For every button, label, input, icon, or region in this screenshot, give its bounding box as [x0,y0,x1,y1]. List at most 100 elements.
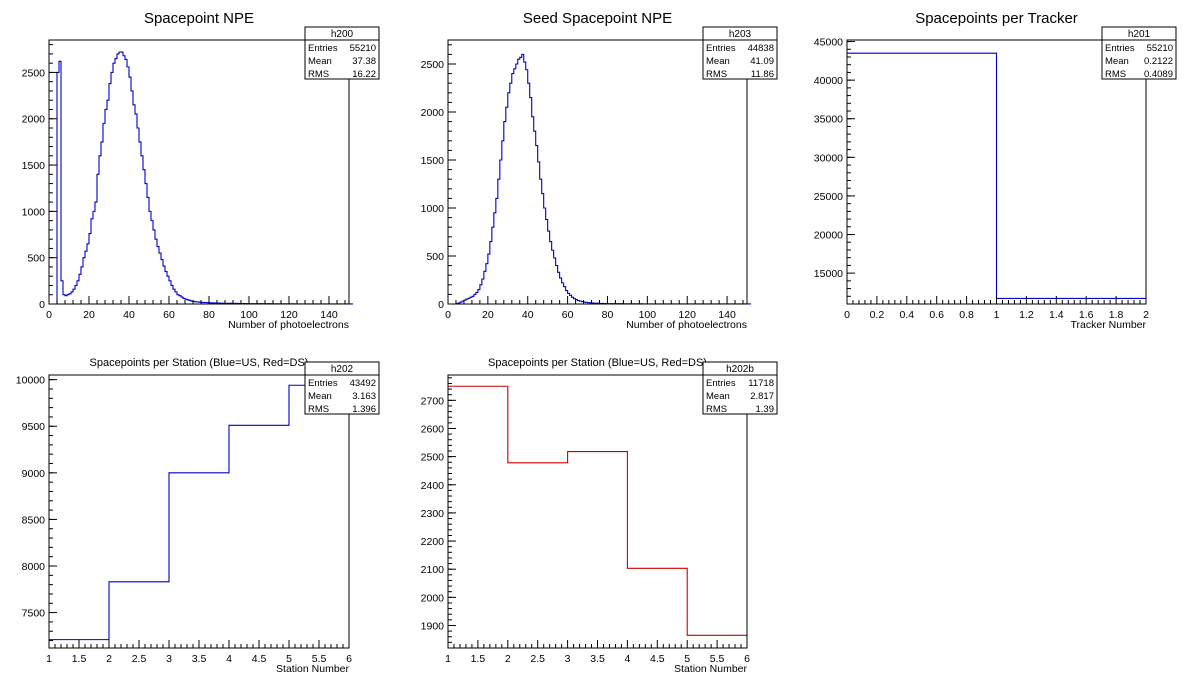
stats-label: Mean [1105,56,1129,67]
y-tick-label: 7500 [22,608,46,620]
stats-value: 41.09 [750,56,774,67]
histogram-series [49,384,349,641]
stats-label: RMS [1105,69,1126,80]
y-tick-label: 0 [438,299,444,311]
stats-box-frame [702,26,778,80]
y-tick-label: 2500 [421,452,445,464]
x-tick-label: 5.5 [710,653,725,665]
x-tick-label: 1 [46,653,52,665]
y-tick-label: 1000 [421,203,445,215]
stats-value: 3.163 [352,391,376,402]
stats-value: 37.38 [352,56,376,67]
x-tick-label: 0 [46,309,52,321]
histogram-panel-5: Spacepoints per Station (Blue=US, Red=DS… [421,357,778,675]
x-tick-label: 4 [226,653,232,665]
y-tick-label: 45000 [814,37,843,49]
y-tick-label: 1500 [421,155,445,167]
x-tick-label: 80 [602,309,614,321]
chart-title: Spacepoints per Station (Blue=US, Red=DS… [488,357,707,369]
x-tick-label: 6 [346,653,352,665]
x-tick-label: 1.4 [1049,309,1064,321]
y-tick-label: 8500 [22,514,46,526]
stats-box: h203 Entries 44838 Mean 41.09 RMS 11.86 [702,26,778,80]
x-tick-label: 1.8 [1109,309,1124,321]
histogram-panel-2: Seed Spacepoint NPE 0 20 40 60 80 100 120 140 0 50… [421,10,778,331]
stats-value: 11.86 [751,69,774,80]
x-tick-label: 1.5 [72,653,87,665]
stats-box: h201 Entries 55210 Mean 0.2122 RMS 0.4089 [1101,26,1177,80]
x-tick-label: 3.5 [590,653,605,665]
y-tick-label: 2200 [421,536,445,548]
x-tick-label: 1.2 [1019,309,1034,321]
y-tick-label: 0 [39,299,45,311]
stats-name: h203 [729,29,752,40]
plot-frame [447,374,748,649]
stats-name: h202 [331,364,354,375]
y-tick-label: 2600 [421,423,445,435]
stats-value: 1.39 [756,404,775,415]
y-tick-label: 2100 [421,564,445,576]
y-tick-label: 2000 [421,592,445,604]
stats-box-frame [304,361,380,415]
stats-box: h200 Entries 55210 Mean 37.38 RMS 16.22 [304,26,380,80]
x-tick-label: 3.5 [192,653,207,665]
stats-box: h202 Entries 43492 Mean 3.163 RMS 1.396 [304,361,380,415]
y-tick-label: 30000 [814,152,843,164]
stats-label: Entries [706,378,736,389]
y-tick-label: 2500 [421,59,445,71]
stats-value: 44838 [748,43,774,54]
x-tick-label: 120 [280,309,298,321]
x-tick-label: 3 [565,653,571,665]
y-tick-label: 2700 [421,395,445,407]
x-tick-label: 80 [203,309,215,321]
x-tick-label: 60 [163,309,175,321]
x-tick-label: 2 [106,653,112,665]
histogram-series [847,52,1146,300]
x-tick-label: 0.8 [959,309,974,321]
stats-label: Entries [308,378,338,389]
x-axis-label: Tracker Number [1071,319,1147,331]
x-axis-label: Station Number [276,663,349,675]
x-tick-label: 0 [844,309,850,321]
y-tick-label: 1000 [22,206,46,218]
x-tick-label: 1 [445,653,451,665]
stats-box-frame [304,26,380,80]
x-axis-label: Number of photoelectrons [626,319,747,331]
plot-frame [48,374,350,649]
stats-name: h202b [726,364,754,375]
x-tick-label: 140 [718,309,736,321]
x-tick-label: 2 [1143,309,1149,321]
y-tick-label: 2400 [421,480,445,492]
x-tick-label: 0.6 [929,309,944,321]
y-tick-label: 2500 [22,67,46,79]
chart-title: Spacepoints per Tracker [915,10,1078,27]
stats-label: Mean [706,391,730,402]
x-tick-label: 4 [624,653,630,665]
x-tick-label: 6 [744,653,750,665]
stats-value: 0.4089 [1144,69,1173,80]
y-tick-label: 35000 [814,114,843,126]
x-tick-label: 100 [240,309,258,321]
stats-label: RMS [706,404,727,415]
stats-name: h201 [1128,29,1151,40]
plot-frame [447,39,748,305]
histogram-series [49,51,353,305]
chart-title: Spacepoints per Station (Blue=US, Red=DS… [90,357,309,369]
stats-label: Entries [706,43,736,54]
y-tick-label: 20000 [814,230,843,242]
x-tick-label: 1.5 [471,653,486,665]
y-tick-label: 15000 [814,268,843,280]
y-tick-label: 500 [27,253,45,265]
x-tick-label: 5 [684,653,690,665]
x-tick-label: 4.5 [650,653,665,665]
x-tick-label: 3 [166,653,172,665]
stats-box-frame [1101,26,1177,80]
stats-label: RMS [308,69,329,80]
stats-value: 0.2122 [1144,56,1173,67]
x-tick-label: 5.5 [312,653,327,665]
y-tick-label: 1500 [22,160,46,172]
x-tick-label: 20 [83,309,95,321]
stats-value: 55210 [1147,43,1173,54]
